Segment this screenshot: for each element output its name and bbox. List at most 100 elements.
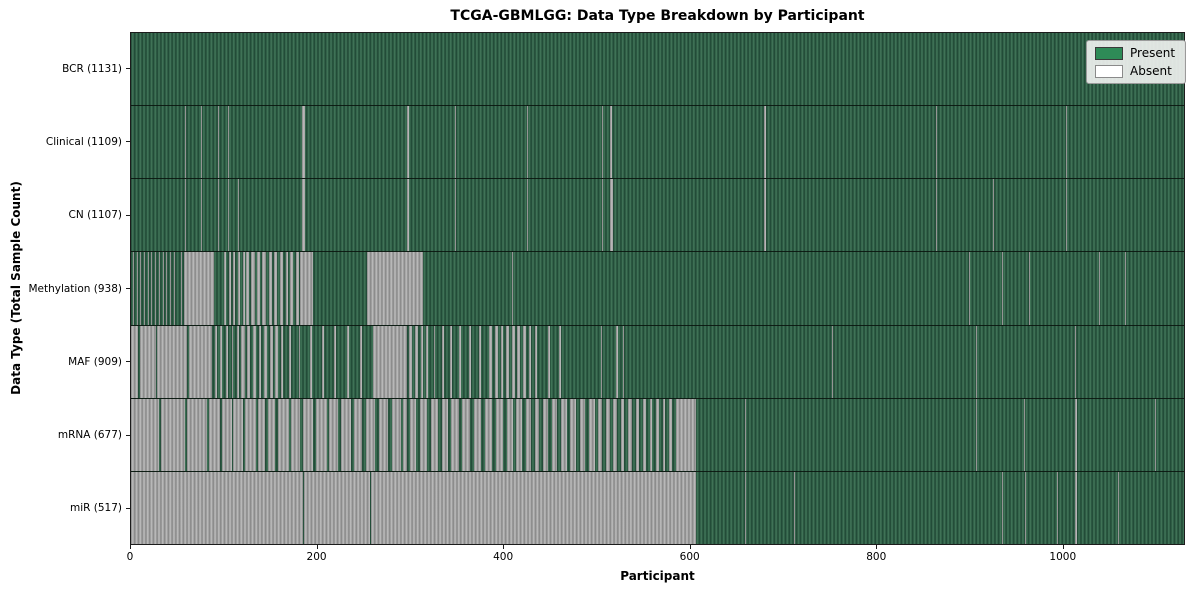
absent-segment xyxy=(188,325,212,398)
absent-segment xyxy=(220,325,223,398)
y-tick-label-mrna: mRNA (677) xyxy=(57,429,122,442)
absent-segment xyxy=(264,325,267,398)
absent-segment xyxy=(548,325,550,398)
absent-segment xyxy=(245,252,250,325)
absent-segment xyxy=(233,252,236,325)
absent-segment xyxy=(409,325,413,398)
absent-segment xyxy=(511,325,515,398)
row-cn xyxy=(131,178,1184,252)
absent-segment xyxy=(793,471,795,544)
x-axis-label: Participant xyxy=(620,569,695,583)
absent-segment xyxy=(258,325,262,398)
absent-segment xyxy=(353,398,362,471)
legend-entry-absent: Absent xyxy=(1095,64,1175,78)
absent-segment xyxy=(610,179,614,252)
absent-segment xyxy=(461,106,463,179)
row-maf xyxy=(131,324,1184,398)
absent-segment xyxy=(262,252,266,325)
absent-segment xyxy=(131,325,139,398)
absent-segment xyxy=(238,252,240,325)
absent-segment xyxy=(635,398,640,471)
absent-segment xyxy=(602,179,604,252)
absent-segment xyxy=(506,325,509,398)
absent-segment xyxy=(455,179,456,252)
absent-segment xyxy=(365,398,375,471)
absent-segment xyxy=(242,252,245,325)
absent-segment xyxy=(155,252,157,325)
absent-segment xyxy=(406,106,410,179)
absent-segment xyxy=(479,325,482,398)
absent-segment xyxy=(285,252,289,325)
absent-segment xyxy=(458,325,461,398)
absent-segment xyxy=(256,252,261,325)
absent-segment xyxy=(321,325,324,398)
absent-segment xyxy=(414,325,418,398)
absent-segment xyxy=(378,398,388,471)
present-swatch-icon xyxy=(1095,46,1123,60)
absent-segment xyxy=(616,325,618,398)
absent-segment xyxy=(1065,106,1067,179)
absent-segment xyxy=(222,398,232,471)
absent-segment xyxy=(184,252,214,325)
x-tick-label: 0 xyxy=(126,551,134,563)
absent-segment xyxy=(441,398,448,471)
absent-segment xyxy=(589,398,595,471)
absent-segment xyxy=(764,106,766,179)
absent-segment xyxy=(500,325,504,398)
absent-segment xyxy=(278,398,290,471)
absent-segment xyxy=(535,398,539,471)
absent-segment xyxy=(170,252,172,325)
absent-segment xyxy=(269,325,273,398)
absent-segment xyxy=(1057,471,1059,544)
row-clinical xyxy=(131,105,1184,179)
absent-segment xyxy=(231,325,234,398)
absent-segment xyxy=(535,325,537,398)
x-tick-mark xyxy=(316,545,318,549)
absent-segment xyxy=(177,252,179,325)
y-tick-mark xyxy=(126,434,130,436)
absent-segment xyxy=(214,325,217,398)
absent-segment xyxy=(489,325,493,398)
absent-segment xyxy=(1075,325,1076,398)
absent-segment xyxy=(298,325,301,398)
legend-label-absent: Absent xyxy=(1130,64,1172,78)
absent-segment xyxy=(252,325,256,398)
row-mir xyxy=(131,470,1184,544)
absent-segment xyxy=(181,252,183,325)
absent-segment xyxy=(936,179,938,252)
y-tick-mark xyxy=(126,361,130,363)
absent-segment xyxy=(366,179,368,252)
absent-segment xyxy=(526,179,528,252)
absent-segment xyxy=(1029,252,1031,325)
absent-segment xyxy=(511,252,513,325)
legend-entry-present: Present xyxy=(1095,46,1175,60)
absent-segment xyxy=(140,252,142,325)
legend: Present Absent xyxy=(1086,40,1187,84)
absent-segment xyxy=(275,325,279,398)
absent-segment xyxy=(200,106,202,179)
absent-segment xyxy=(451,398,459,471)
absent-segment xyxy=(968,252,970,325)
absent-segment xyxy=(745,471,747,544)
absent-segment xyxy=(131,471,304,544)
absent-segment xyxy=(227,179,229,252)
absent-segment xyxy=(669,398,672,471)
absent-segment xyxy=(144,252,145,325)
absent-segment xyxy=(186,398,208,471)
absent-segment xyxy=(410,398,416,471)
absent-segment xyxy=(1125,252,1127,325)
absent-segment xyxy=(649,398,653,471)
absent-segment xyxy=(643,398,646,471)
y-tick-label-bcr: BCR (1131) xyxy=(62,62,122,75)
absent-segment xyxy=(461,179,463,252)
y-tick-mark xyxy=(126,141,130,143)
absent-segment xyxy=(419,398,428,471)
absent-segment xyxy=(628,398,632,471)
absent-segment xyxy=(200,179,202,252)
absent-segment xyxy=(302,106,306,179)
absent-segment xyxy=(605,398,610,471)
absent-segment xyxy=(291,398,301,471)
absent-segment xyxy=(525,398,532,471)
absent-segment xyxy=(300,252,314,325)
absent-segment xyxy=(450,325,453,398)
